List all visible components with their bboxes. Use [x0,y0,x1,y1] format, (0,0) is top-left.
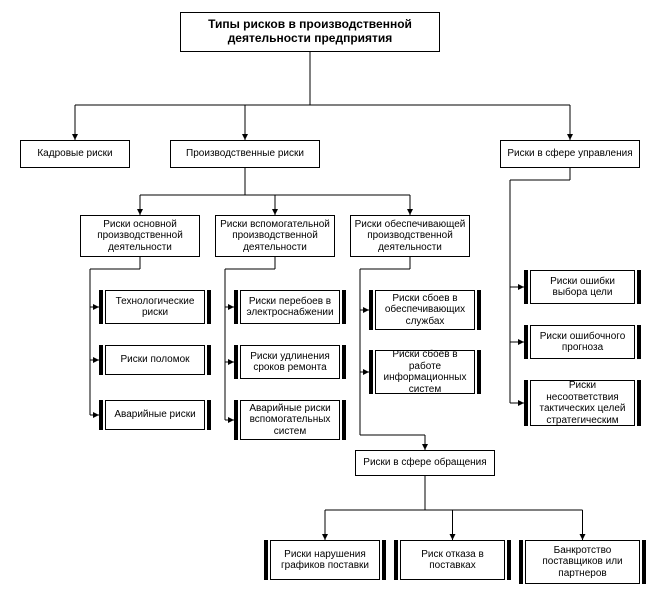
sidebar-left-sboi_sluzh [369,290,373,330]
node-remont: Риски удлинения сроков ремонта [240,345,340,379]
sidebar-left-osh_celi [524,270,528,304]
sidebar-left-polomok [99,345,103,375]
sidebar-right-avar [207,400,211,430]
node-avar: Аварийные риски [105,400,205,430]
sidebar-right-polomok [207,345,211,375]
sidebar-right-bankrot [642,540,646,584]
sidebar-left-avar [99,400,103,430]
sidebar-left-otkaz [394,540,398,580]
sidebar-left-osh_progn [524,325,528,359]
node-osh_progn: Риски ошибочного прогноза [530,325,635,359]
sidebar-right-sboi_info [477,350,481,394]
sidebar-right-otkaz [507,540,511,580]
sidebar-right-pereboi [342,290,346,324]
node-obrashch: Риски в сфере обращения [355,450,495,476]
sidebar-right-grafik [382,540,386,580]
node-osnov: Риски основной производственной деятельн… [80,215,200,257]
sidebar-left-pereboi [234,290,238,324]
node-nesoot: Риски несоответствия тактических целей с… [530,380,635,426]
sidebar-left-remont [234,345,238,379]
sidebar-right-nesoot [637,380,641,426]
sidebar-right-avar_vspom [342,400,346,440]
sidebar-right-tech [207,290,211,324]
sidebar-left-bankrot [519,540,523,584]
node-kadrovye: Кадровые риски [20,140,130,168]
node-upravl: Риски в сфере управления [500,140,640,168]
node-avar_vspom: Аварийные риски вспомогательных систем [240,400,340,440]
node-grafik: Риски нарушения графиков поставки [270,540,380,580]
node-osh_celi: Риски ошибки выбора цели [530,270,635,304]
node-obesp: Риски обеспечивающей производственной де… [350,215,470,257]
node-proizv: Производственные риски [170,140,320,168]
node-sboi_info: Риски сбоев в работе информационных сист… [375,350,475,394]
sidebar-right-remont [342,345,346,379]
node-otkaz: Риск отказа в поставках [400,540,505,580]
sidebar-left-tech [99,290,103,324]
node-sboi_sluzh: Риски сбоев в обеспечивающих службах [375,290,475,330]
diagram-canvas: Типы рисков в производственной деятельно… [0,0,660,613]
node-title: Типы рисков в производственной деятельно… [180,12,440,52]
sidebar-right-osh_progn [637,325,641,359]
sidebar-left-avar_vspom [234,400,238,440]
sidebar-left-grafik [264,540,268,580]
node-bankrot: Банкротство поставщиков или партнеров [525,540,640,584]
sidebar-left-sboi_info [369,350,373,394]
node-polomok: Риски поломок [105,345,205,375]
sidebar-right-osh_celi [637,270,641,304]
sidebar-right-sboi_sluzh [477,290,481,330]
sidebar-left-nesoot [524,380,528,426]
node-vspom: Риски вспомогательной производственной д… [215,215,335,257]
node-pereboi: Риски перебоев в электроснабжении [240,290,340,324]
node-tech: Технологические риски [105,290,205,324]
